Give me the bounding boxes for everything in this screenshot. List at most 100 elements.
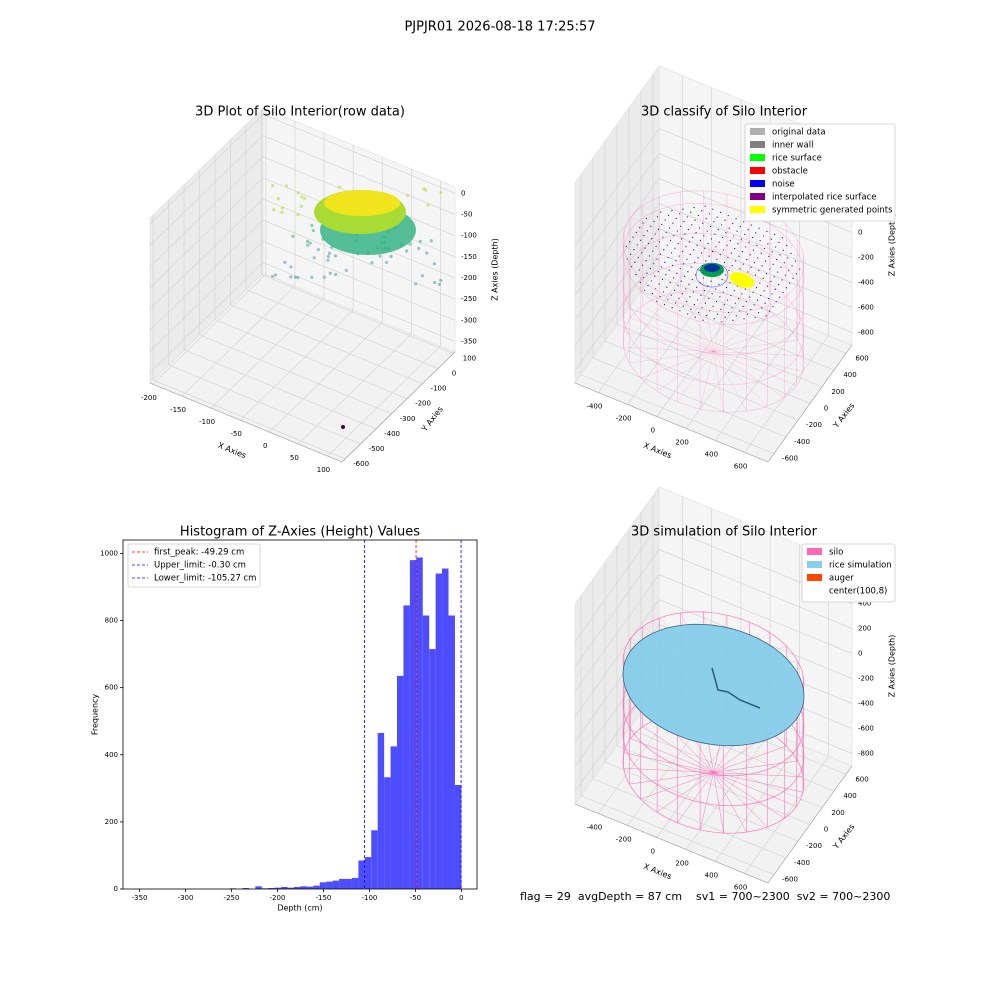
x-tick-label: 50 [290, 454, 299, 462]
raw-point [296, 213, 300, 217]
surface-point [732, 319, 734, 321]
surface-point [765, 315, 767, 317]
surface-point [642, 222, 644, 224]
surface-point [625, 245, 627, 248]
surface-point [795, 273, 798, 275]
raw-point [433, 280, 437, 285]
surface-point [703, 289, 706, 292]
y-tick-label: -200 [415, 400, 431, 408]
auger [711, 667, 761, 709]
surface-point [741, 251, 743, 253]
surface-point [686, 216, 688, 218]
surface-point [678, 297, 680, 299]
grid-line [262, 262, 456, 342]
surface-point [727, 214, 729, 217]
y-tick-label: -200 [806, 842, 822, 850]
surface-point [692, 236, 694, 238]
surface-point [663, 303, 666, 306]
grid-line [628, 307, 823, 388]
z-tick-label: 0 [858, 650, 862, 658]
surface-point [708, 297, 710, 299]
surface-point [636, 244, 638, 246]
raw-point [316, 248, 320, 252]
surface-point [644, 247, 646, 249]
grid-line [149, 156, 264, 267]
surface-point [743, 318, 745, 320]
surface-point [649, 267, 651, 270]
grid-line [149, 241, 264, 352]
surface-point [756, 299, 759, 301]
surface-point [702, 222, 704, 224]
surface-point [708, 255, 710, 257]
surface-point [739, 310, 741, 312]
silo-roof-spoke [630, 217, 714, 252]
surface-point [721, 236, 724, 239]
surface-point [743, 221, 745, 223]
surface-point [734, 302, 736, 304]
surface-point [675, 217, 677, 220]
y-tick-label: 400 [105, 751, 118, 759]
silo-roof-spoke [659, 196, 714, 252]
surface-point [666, 244, 668, 246]
z-axis-label: Z Axies (Depth) [491, 238, 500, 301]
surface-point [739, 268, 741, 270]
silo-floor-spoke [677, 351, 714, 402]
silo-roof-spoke [713, 251, 747, 312]
bar [442, 568, 449, 889]
x-tick-label: -250 [224, 894, 240, 902]
surface-point [707, 243, 709, 245]
surface-point [779, 254, 781, 256]
surface-point [755, 287, 758, 289]
grid-line [640, 290, 835, 371]
silo-floor-spoke [623, 767, 714, 773]
surface-point [732, 222, 734, 224]
surface-point [733, 235, 735, 237]
grid-line [262, 114, 456, 194]
silo-roof-spoke [623, 231, 714, 252]
surface-point [724, 274, 727, 276]
silo-floor-spoke [703, 290, 714, 352]
surface-point [690, 308, 692, 310]
raw-point [370, 261, 374, 265]
surface-point [731, 307, 733, 309]
z-tick-label: -200 [858, 254, 874, 262]
silo-floor-spoke [713, 772, 785, 819]
surface-point [670, 252, 673, 254]
surface-point [714, 233, 716, 235]
z-tick-label: -600 [858, 304, 874, 312]
surface-point [762, 277, 764, 279]
raw-point [293, 275, 298, 279]
y-tick-label: -500 [369, 445, 385, 453]
surface-point [727, 257, 729, 259]
raw-point [280, 206, 285, 210]
surface-point [719, 296, 721, 298]
raw-point [326, 254, 330, 259]
grid-line [168, 364, 361, 445]
legend-box [801, 543, 896, 603]
surface-point [724, 316, 726, 318]
surface-point [668, 269, 670, 271]
grid-line [262, 219, 456, 300]
silo-floor-spoke [713, 760, 798, 773]
silo-roof-spoke [713, 251, 804, 256]
x-tick-label: 400 [705, 450, 718, 458]
surface-point [768, 310, 771, 312]
surface-point [630, 266, 633, 268]
silo-floor-spoke [713, 351, 724, 413]
surface-point [771, 293, 773, 295]
surface-point [657, 271, 659, 273]
raw-point [280, 210, 284, 214]
y-tick-label: 800 [105, 617, 118, 625]
surface-point [672, 277, 675, 279]
x-axis-line [149, 382, 343, 463]
surface-point [635, 274, 637, 276]
z-tick-label: -100 [461, 232, 477, 240]
silo-roof-spoke [713, 194, 728, 252]
x-tick-label: -50 [410, 894, 421, 902]
legend-swatch [750, 180, 765, 187]
surface-point [693, 249, 695, 251]
surface-point [746, 258, 748, 261]
surface-point [674, 247, 676, 249]
legend-box [744, 123, 896, 222]
z-tick-label: 200 [858, 625, 871, 633]
